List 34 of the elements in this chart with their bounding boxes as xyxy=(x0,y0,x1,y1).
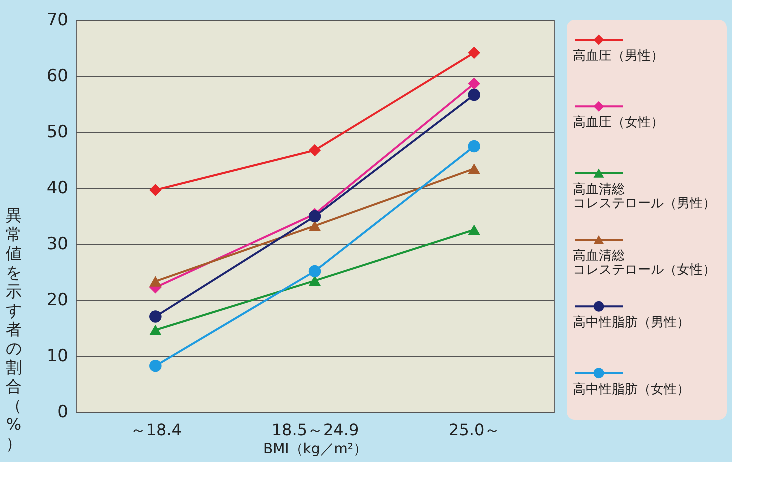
y-tick-label: 70 xyxy=(46,10,68,30)
point xyxy=(468,46,480,60)
point xyxy=(150,360,162,372)
legend-label: 高中性脂肪（男性） xyxy=(573,314,690,331)
y-tick-label: 10 xyxy=(46,346,68,366)
point xyxy=(468,88,480,102)
point xyxy=(468,140,480,153)
point xyxy=(468,78,480,90)
legend-label: 高中性脂肪（女性） xyxy=(573,381,690,398)
y-tick-label: 30 xyxy=(46,234,68,254)
y-tick-label: 20 xyxy=(46,290,68,310)
point xyxy=(150,184,162,196)
point xyxy=(468,224,480,236)
y-tick-label: 50 xyxy=(46,122,68,142)
point xyxy=(308,265,322,278)
point xyxy=(468,164,480,174)
y-tick-label: 0 xyxy=(58,402,68,422)
x-tick-label: 25.0～ xyxy=(449,420,501,440)
legend-label: 高血清総コレステロール（男性） xyxy=(573,181,716,212)
x-tick-label: 18.5～24.9 xyxy=(272,420,360,440)
point xyxy=(308,276,322,286)
legend-label: 高血清総コレステロール（女性） xyxy=(573,248,716,278)
point xyxy=(150,276,162,287)
legend-label: 高血圧（女性） xyxy=(573,114,664,131)
x-axis-title: BMI（kg／m²） xyxy=(263,442,368,458)
text: 異常値を示す者の割合（%） xyxy=(6,206,22,453)
point xyxy=(150,310,162,323)
legend-label: 高血圧（男性） xyxy=(573,48,664,64)
y-tick-label: 40 xyxy=(46,178,68,198)
y-tick-label: 60 xyxy=(46,66,68,86)
point xyxy=(150,324,162,336)
point xyxy=(308,144,322,157)
x-tick-label: ～18.4 xyxy=(130,420,182,440)
point xyxy=(308,210,322,223)
